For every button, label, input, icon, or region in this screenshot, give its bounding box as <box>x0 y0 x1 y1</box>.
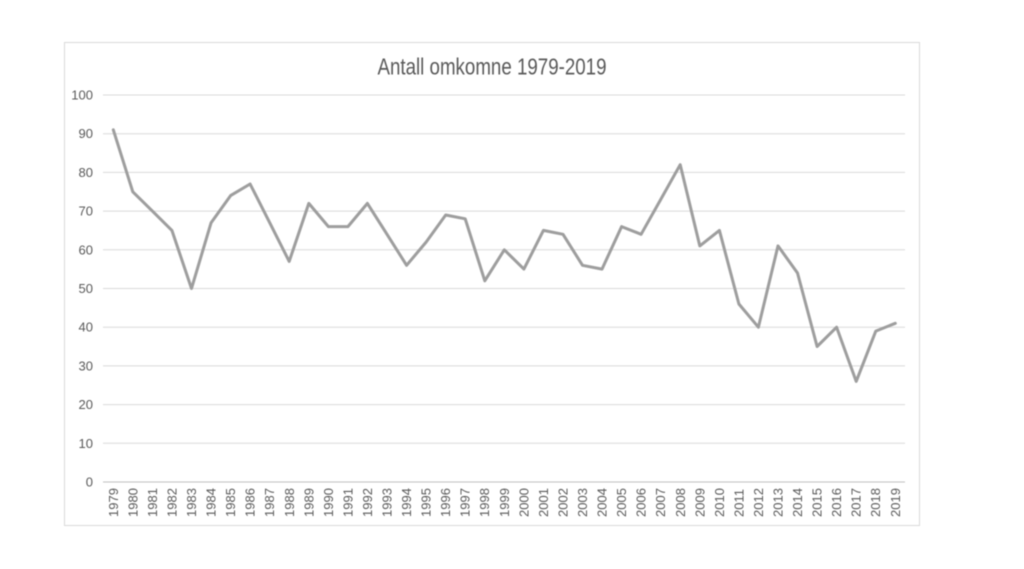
svg-text:2009: 2009 <box>692 488 707 517</box>
svg-text:2017: 2017 <box>849 488 864 517</box>
svg-text:30: 30 <box>79 358 93 373</box>
svg-text:2012: 2012 <box>751 488 766 517</box>
svg-text:40: 40 <box>79 320 93 335</box>
svg-text:2015: 2015 <box>810 488 825 517</box>
svg-text:1984: 1984 <box>204 488 219 517</box>
svg-text:100: 100 <box>71 88 93 103</box>
svg-text:2002: 2002 <box>556 488 571 517</box>
svg-text:0: 0 <box>86 475 93 490</box>
svg-text:1989: 1989 <box>301 488 316 517</box>
svg-text:1988: 1988 <box>282 488 297 517</box>
svg-text:2016: 2016 <box>829 488 844 517</box>
svg-text:1990: 1990 <box>321 488 336 517</box>
svg-text:50: 50 <box>79 281 93 296</box>
svg-text:1987: 1987 <box>262 488 277 517</box>
svg-text:2013: 2013 <box>771 488 786 517</box>
svg-text:1993: 1993 <box>380 488 395 517</box>
svg-text:2007: 2007 <box>653 488 668 517</box>
svg-text:1995: 1995 <box>419 488 434 517</box>
svg-text:2011: 2011 <box>731 489 746 517</box>
svg-text:1985: 1985 <box>223 488 238 517</box>
svg-text:2000: 2000 <box>516 488 531 517</box>
svg-text:2018: 2018 <box>868 488 883 517</box>
svg-text:1982: 1982 <box>164 488 179 517</box>
svg-text:80: 80 <box>79 165 93 180</box>
svg-text:2010: 2010 <box>712 488 727 517</box>
svg-text:10: 10 <box>79 436 93 451</box>
svg-text:1991: 1991 <box>340 488 355 517</box>
svg-text:1994: 1994 <box>399 488 414 517</box>
svg-text:2019: 2019 <box>888 488 903 517</box>
svg-text:1999: 1999 <box>497 488 512 517</box>
svg-text:20: 20 <box>79 397 93 412</box>
svg-text:1992: 1992 <box>360 488 375 517</box>
svg-text:60: 60 <box>79 242 93 257</box>
svg-text:2004: 2004 <box>595 488 610 517</box>
svg-text:90: 90 <box>79 126 93 141</box>
svg-text:1983: 1983 <box>184 488 199 517</box>
svg-text:2003: 2003 <box>575 488 590 517</box>
svg-text:1997: 1997 <box>458 488 473 517</box>
svg-text:2005: 2005 <box>614 488 629 517</box>
svg-text:1996: 1996 <box>438 488 453 517</box>
svg-text:1986: 1986 <box>243 488 258 517</box>
svg-text:1998: 1998 <box>477 488 492 517</box>
svg-text:2001: 2001 <box>536 488 551 517</box>
svg-text:2014: 2014 <box>790 488 805 517</box>
svg-text:2008: 2008 <box>673 488 688 517</box>
svg-text:70: 70 <box>79 204 93 219</box>
svg-text:2006: 2006 <box>634 488 649 517</box>
svg-text:1979: 1979 <box>106 488 121 517</box>
svg-text:1981: 1981 <box>145 488 160 517</box>
svg-text:Antall omkomne 1979-2019: Antall omkomne 1979-2019 <box>378 54 607 80</box>
svg-text:1980: 1980 <box>125 488 140 517</box>
